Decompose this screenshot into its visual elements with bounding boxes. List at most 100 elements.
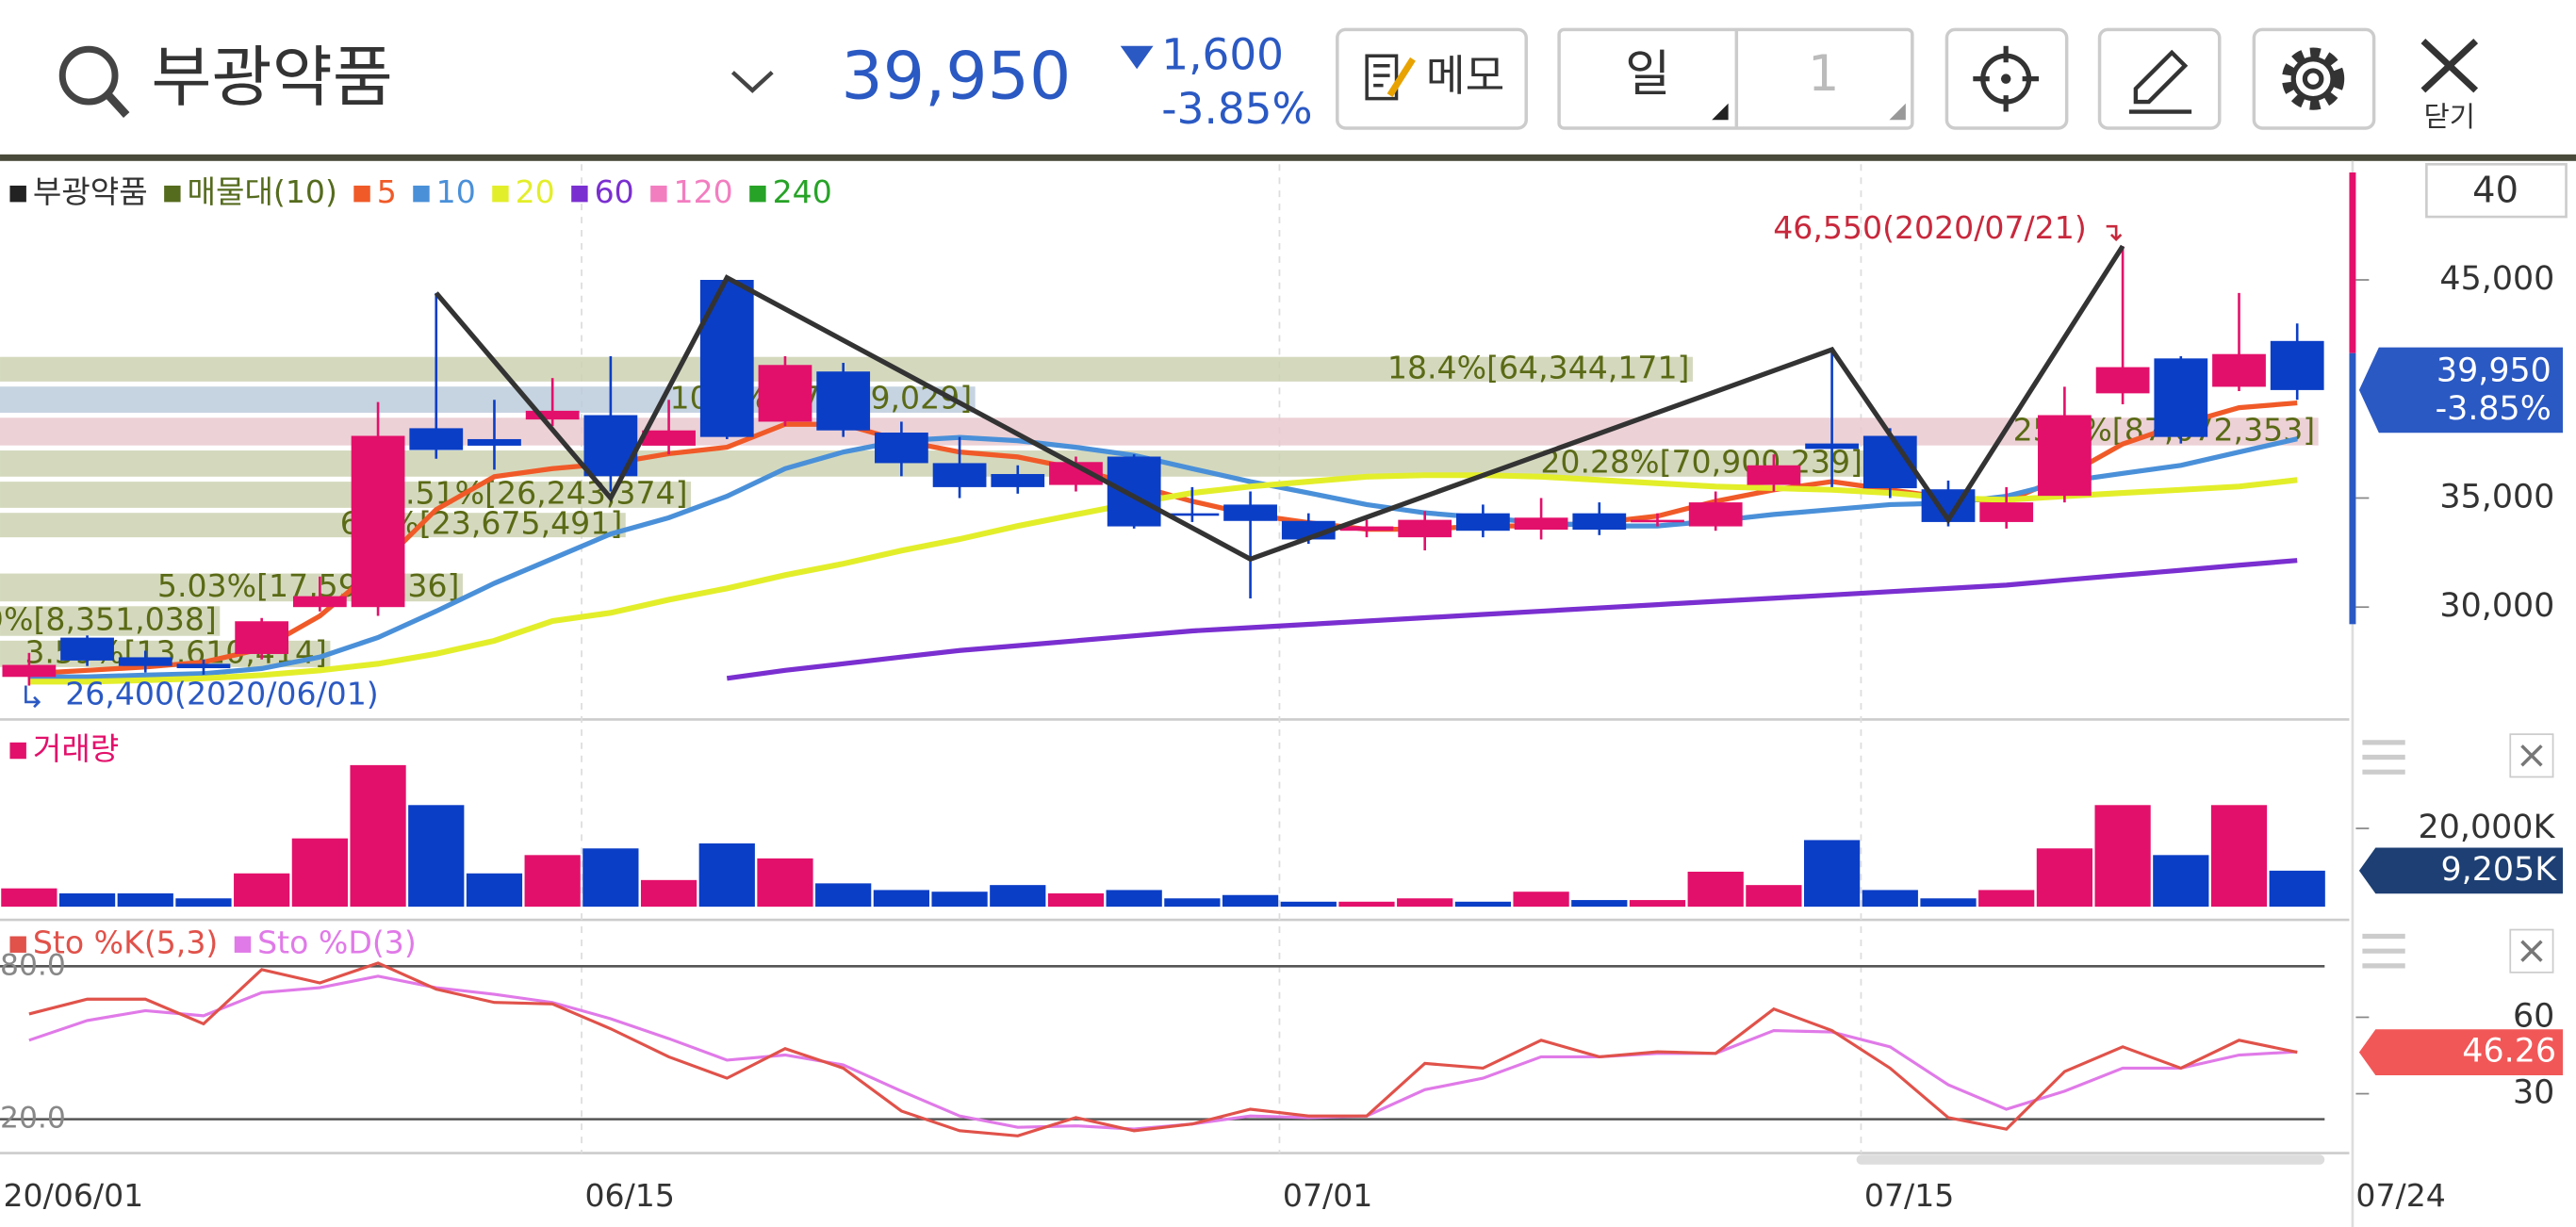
volume-profile-band <box>0 606 221 636</box>
y-tick-label: 20,000K <box>2419 809 2556 846</box>
search-icon[interactable] <box>58 45 119 106</box>
x-tick-label: 20/06/01 <box>3 1177 143 1214</box>
moving-average-line <box>726 558 2298 681</box>
legend-swatch <box>164 185 181 203</box>
legend-swatch <box>353 185 370 203</box>
candle-body <box>1165 513 1220 516</box>
level-label: 80.0 <box>0 948 66 982</box>
drag-handle[interactable] <box>2362 740 2405 775</box>
header-divider <box>0 154 2576 161</box>
volume-bar <box>815 883 872 908</box>
drag-handle[interactable] <box>2362 933 2405 969</box>
volume-bar <box>234 873 290 908</box>
volume-bar <box>1 888 57 908</box>
stochastic-line <box>28 961 2298 1137</box>
volume-bar <box>1920 898 1977 908</box>
legend-swatch <box>234 936 252 953</box>
stochastic-badge-label: 46.26 <box>2462 1033 2556 1071</box>
candle-body <box>118 657 172 666</box>
zigzag-line <box>434 244 2125 563</box>
count-box[interactable] <box>2425 162 2568 219</box>
volume-bar <box>1338 901 1395 908</box>
legend-label: Sto %D(3) <box>257 924 417 961</box>
candle-body <box>235 621 289 654</box>
candle-body <box>758 365 812 422</box>
draw-button[interactable] <box>2097 27 2222 130</box>
memo-label[interactable]: 메모 <box>1426 51 1504 101</box>
volume-bar <box>2094 805 2151 908</box>
volume-bar <box>1803 840 1861 908</box>
candle-body <box>1339 526 1394 532</box>
candle-body <box>2270 340 2324 390</box>
volume-profile-label: 20.28%[70,900,239] <box>1540 443 1862 480</box>
x-tick-label: 06/15 <box>585 1177 675 1214</box>
close-panel-x <box>2520 940 2543 962</box>
memo-icon <box>1365 54 1399 101</box>
candle-body <box>2095 367 2150 394</box>
annotation-arrow <box>2106 224 2123 242</box>
volume-panel-icons <box>2362 733 2554 973</box>
candle-body <box>2154 358 2208 437</box>
count-corner <box>1889 103 1906 121</box>
volume-badge <box>2358 847 2564 894</box>
dropdown-arrow[interactable] <box>730 71 774 93</box>
price-badge-change: -3.85% <box>2436 390 2551 428</box>
count-label: 40 <box>2472 169 2519 211</box>
crosshair-lines <box>1973 45 2040 112</box>
candle-body <box>176 663 231 669</box>
candle-body <box>1398 519 1452 538</box>
close-icon[interactable] <box>2420 39 2479 93</box>
y-tick-label: 60 <box>2513 997 2554 1035</box>
legend-label: 부광약품 <box>33 173 148 210</box>
volume-bar <box>1862 890 1918 908</box>
period-label[interactable]: 일 <box>1625 45 1670 103</box>
volume-profile-label: 18.4%[64,344,171] <box>1387 349 1690 385</box>
candle-body <box>60 637 114 661</box>
legend-label: 60 <box>595 173 634 210</box>
candle-body <box>2212 353 2266 387</box>
volume-bar <box>1164 898 1221 908</box>
stock-name[interactable]: 부광약품 <box>151 40 393 116</box>
legend-swatch <box>571 185 588 203</box>
memo-pencil <box>1386 57 1416 97</box>
candle-body <box>932 463 987 487</box>
candle-body <box>1107 456 1161 527</box>
volume-bar <box>757 858 813 908</box>
moving-average-line <box>28 434 2298 679</box>
legend-label: Sto %K(5,3) <box>33 924 218 961</box>
candle-body <box>409 428 464 450</box>
price: 39,950 <box>841 38 1071 114</box>
candle-body <box>699 280 754 437</box>
x-tick-label: 07/15 <box>1864 1177 1954 1214</box>
stochastic-badge <box>2358 1029 2564 1076</box>
pen-icon <box>2128 49 2192 114</box>
settings-button[interactable] <box>2252 27 2376 130</box>
candle-body <box>2 664 57 678</box>
candle-body <box>642 430 696 446</box>
y-tick-label: 35,000 <box>2439 478 2554 515</box>
x-tick-label: 07/01 <box>1283 1177 1372 1214</box>
gear-icon <box>2290 57 2336 102</box>
volume-bar <box>2269 870 2325 908</box>
candle-body <box>468 438 521 446</box>
y-tick-label: 30 <box>2513 1074 2554 1112</box>
change-pct: -3.85% <box>1161 84 1312 134</box>
scrollbar[interactable] <box>1856 1154 2325 1165</box>
volume-bar <box>175 898 232 908</box>
volume-bar <box>1571 900 1628 908</box>
close-panel-x <box>2520 744 2543 767</box>
moving-average-line <box>28 472 2298 685</box>
candle-body <box>2038 415 2092 497</box>
volume-bar <box>58 892 116 908</box>
annotation: 26,400(2020/06/01) <box>65 675 379 712</box>
candle-body <box>1805 443 1859 450</box>
gear-hole <box>2302 68 2324 90</box>
volume-bar <box>1222 894 1279 908</box>
close-label[interactable]: 닫기 <box>2424 100 2476 133</box>
candle-body <box>525 410 580 420</box>
candle-body <box>874 433 928 464</box>
legend-swatch <box>9 936 26 953</box>
period-count[interactable]: 1 <box>1808 45 1839 103</box>
legend-swatch <box>650 185 667 203</box>
